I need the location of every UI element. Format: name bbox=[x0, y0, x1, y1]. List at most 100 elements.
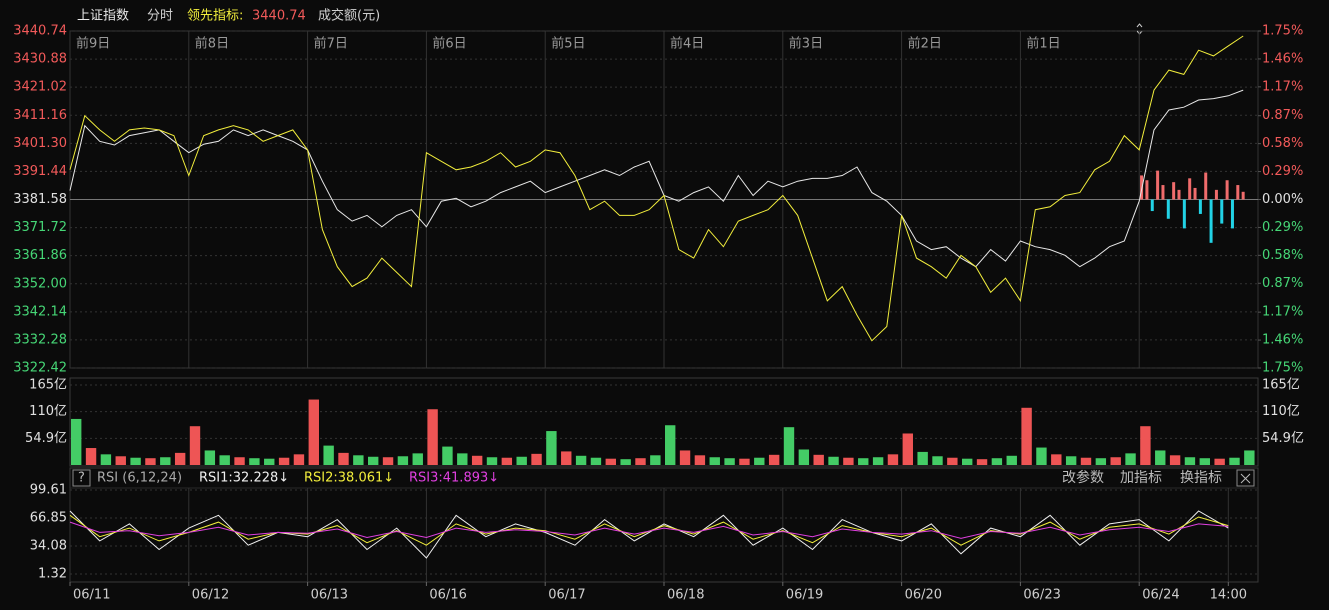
y2-tick-label: 0.87% bbox=[1262, 276, 1303, 291]
rsi-title: RSI (6,12,24) bbox=[97, 471, 182, 486]
bar bbox=[754, 457, 765, 465]
ratio-bar bbox=[1150, 199, 1154, 212]
ratio-bar bbox=[1241, 191, 1245, 200]
bar bbox=[768, 454, 780, 465]
x-tick-label: 06/11 bbox=[73, 588, 110, 603]
y2-tick-label: 54.9亿 bbox=[1262, 431, 1304, 446]
y-tick-label: 3381.58 bbox=[13, 192, 67, 207]
bar bbox=[1021, 407, 1032, 465]
y2-tick-label: 1.46% bbox=[1262, 51, 1303, 66]
close-button[interactable] bbox=[1236, 469, 1255, 487]
help[interactable]: ? bbox=[78, 471, 85, 486]
bar bbox=[1006, 455, 1017, 465]
y-tick-label: 3342.14 bbox=[13, 304, 67, 319]
bar bbox=[382, 457, 394, 465]
bar bbox=[872, 457, 884, 465]
bar bbox=[724, 458, 735, 465]
bar bbox=[843, 457, 854, 465]
bar bbox=[115, 456, 126, 465]
button[interactable]: 换指标 bbox=[1180, 469, 1222, 486]
legend-entry: RSI3:41.893↓ bbox=[409, 471, 499, 486]
bar bbox=[1125, 453, 1136, 465]
bar bbox=[902, 433, 913, 465]
day-label: 前6日 bbox=[432, 36, 466, 52]
bar bbox=[234, 457, 245, 465]
bar bbox=[561, 451, 572, 465]
volume-label: 成交额(元) bbox=[318, 8, 380, 24]
bar bbox=[412, 453, 423, 465]
ratio-bar bbox=[1220, 199, 1224, 224]
bar bbox=[457, 453, 468, 465]
button[interactable]: 加指标 bbox=[1120, 470, 1162, 486]
y2-tick-label: 1.17% bbox=[1262, 79, 1303, 94]
bar bbox=[1214, 458, 1225, 465]
y-tick-label: 1.32 bbox=[38, 567, 67, 582]
bar bbox=[293, 454, 305, 465]
line bbox=[69, 510, 1229, 559]
bar bbox=[679, 450, 691, 465]
bar bbox=[1199, 458, 1210, 465]
volume-frame bbox=[69, 377, 1259, 467]
help-box[interactable] bbox=[72, 469, 91, 487]
bar bbox=[130, 457, 141, 465]
bar bbox=[174, 452, 186, 465]
y-tick-label: 165亿 bbox=[29, 378, 67, 393]
y-tick-label: 66.85 bbox=[30, 510, 67, 525]
bar bbox=[486, 457, 498, 465]
bar bbox=[665, 425, 676, 465]
bar bbox=[991, 458, 1003, 465]
day-label: 前8日 bbox=[195, 36, 229, 52]
day-label: 前9日 bbox=[76, 36, 110, 52]
bar bbox=[516, 456, 527, 465]
bar bbox=[353, 455, 364, 465]
y-tick-label: 3401.30 bbox=[13, 136, 67, 151]
bar bbox=[828, 456, 839, 465]
bar bbox=[813, 454, 824, 465]
day-label: 前1日 bbox=[1026, 36, 1060, 52]
bar bbox=[204, 450, 216, 465]
close-box[interactable] bbox=[1236, 469, 1255, 487]
x-tick-label: 06/20 bbox=[905, 588, 942, 603]
bar bbox=[1110, 457, 1121, 465]
y2-tick-label: 0.58% bbox=[1262, 248, 1303, 263]
bar bbox=[427, 409, 438, 465]
bar bbox=[100, 454, 112, 465]
ratio-bar bbox=[1177, 189, 1181, 200]
bar bbox=[145, 458, 156, 465]
x-tick-label: 06/18 bbox=[667, 588, 704, 603]
bar bbox=[308, 399, 319, 465]
bar bbox=[976, 459, 988, 465]
bar bbox=[798, 449, 810, 465]
line bbox=[69, 89, 1244, 268]
ratio-bar bbox=[1225, 180, 1229, 200]
bar bbox=[368, 456, 379, 465]
bar bbox=[1140, 426, 1151, 465]
day-label: 前3日 bbox=[789, 36, 823, 52]
bar bbox=[858, 458, 869, 465]
ratio-bar bbox=[1230, 199, 1234, 229]
bar bbox=[635, 458, 646, 465]
line bbox=[69, 521, 1229, 539]
bar bbox=[620, 459, 631, 465]
bar bbox=[501, 457, 513, 465]
ratio-bar bbox=[1161, 185, 1165, 200]
ratio-bar bbox=[1172, 182, 1176, 200]
bar bbox=[1051, 454, 1062, 465]
y2-tick-label: 1.75% bbox=[1262, 24, 1303, 39]
y2-tick-label: 1.46% bbox=[1262, 333, 1303, 348]
bar bbox=[1229, 457, 1240, 465]
close-icon[interactable] bbox=[1240, 473, 1251, 484]
bar bbox=[278, 457, 290, 465]
button[interactable]: 改参数 bbox=[1062, 469, 1104, 486]
bar bbox=[605, 458, 616, 465]
y-tick-label: 3371.72 bbox=[13, 220, 67, 235]
ratio-bar bbox=[1145, 180, 1149, 200]
ratio-bar bbox=[1156, 170, 1160, 200]
bar bbox=[932, 456, 943, 465]
ratio-bar bbox=[1166, 199, 1170, 219]
x-tick-label: 06/17 bbox=[548, 588, 585, 603]
line bbox=[69, 35, 1244, 342]
bar bbox=[219, 455, 230, 465]
